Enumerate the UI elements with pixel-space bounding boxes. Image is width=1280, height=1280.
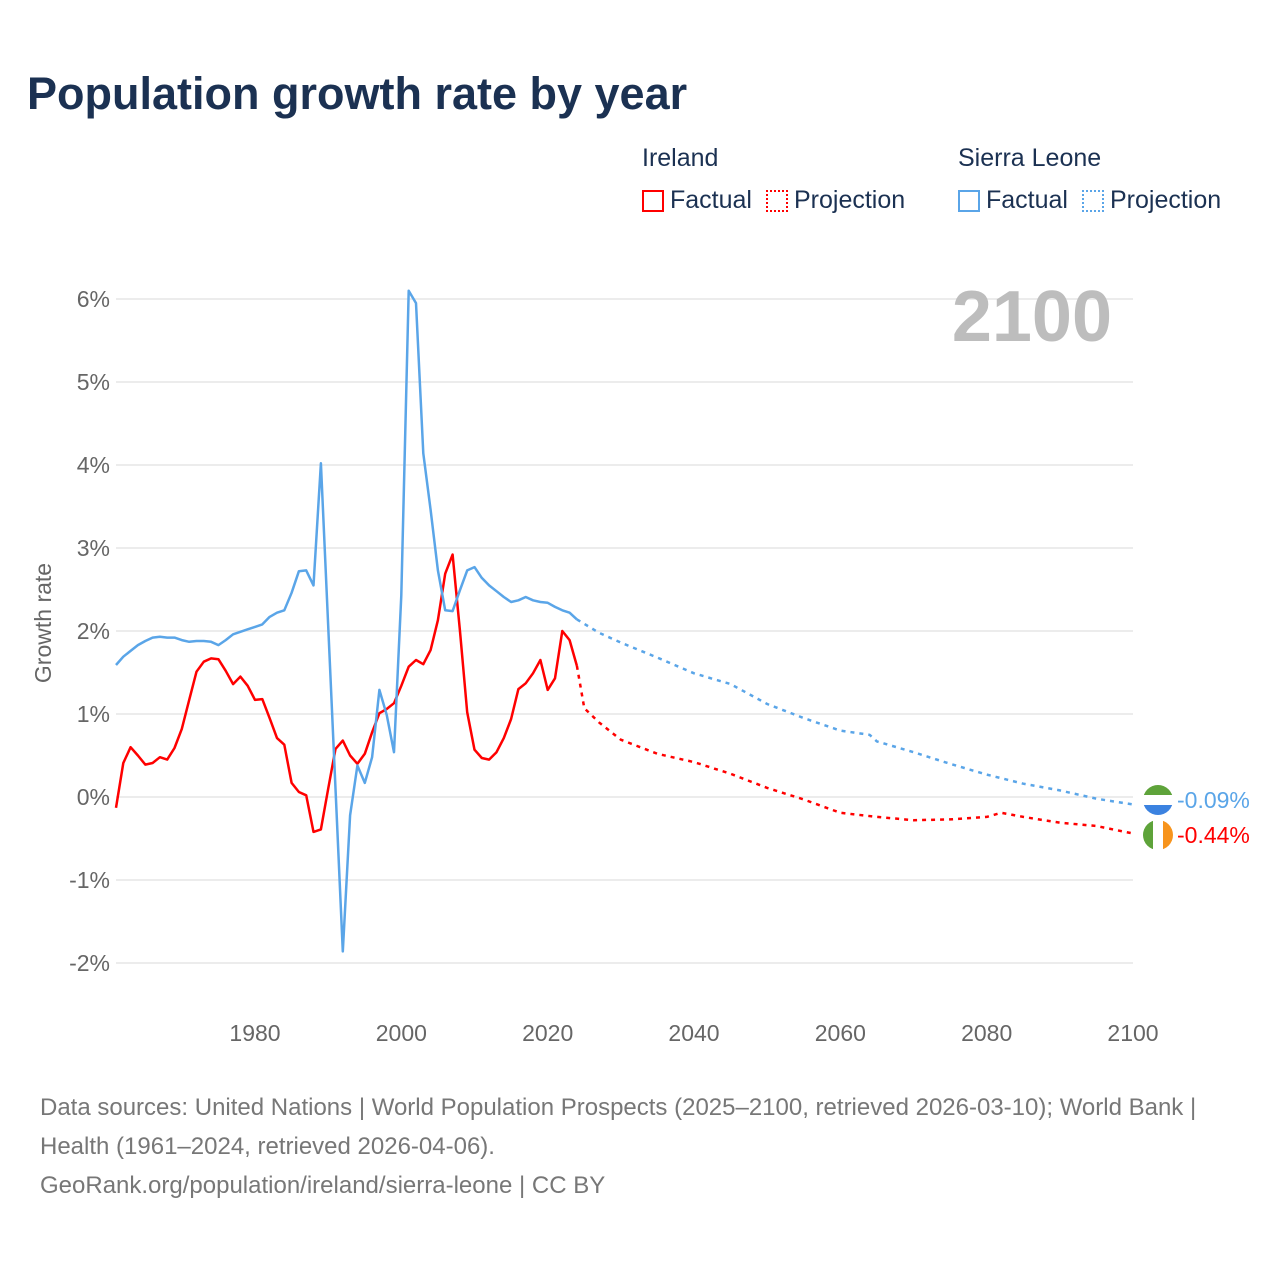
y-tick-label: 4% (77, 452, 110, 478)
y-tick-label: -2% (69, 950, 110, 976)
legend-item-sierra-leone-factual[interactable]: Factual (958, 186, 1068, 215)
source-line: Data sources: United Nations | World Pop… (40, 1094, 1197, 1160)
y-tick-label: -1% (69, 867, 110, 893)
legend-item-ireland-projection[interactable]: Projection (765, 186, 906, 215)
x-tick-label: 2060 (815, 1020, 866, 1046)
source-note: Data sources: United Nations | World Pop… (40, 1088, 1240, 1205)
solid-swatch-icon (958, 189, 980, 212)
dotted-swatch-icon (765, 189, 788, 212)
chart-title: Population growth rate by year (27, 68, 688, 119)
y-tick-label: 5% (77, 369, 110, 395)
year-watermark: 2100 (952, 277, 1112, 357)
ireland-factual-line (114, 553, 579, 834)
sierra-leone-projection-line (576, 618, 1134, 806)
solid-swatch-icon (642, 189, 664, 212)
y-tick-label: 1% (77, 701, 110, 727)
legend-label: Factual (670, 186, 752, 214)
ireland-flag-icon (1143, 820, 1173, 850)
y-tick-label: 0% (77, 784, 110, 810)
x-tick-label: 2020 (522, 1020, 573, 1046)
x-tick-label: 2040 (668, 1020, 719, 1046)
end-label-ireland: -0.44% (1177, 822, 1250, 848)
y-tick-label: 6% (77, 286, 110, 312)
legend-item-sierra-leone-projection[interactable]: Projection (1081, 186, 1222, 215)
legend-label: Projection (1109, 186, 1222, 214)
legend-label: Factual (986, 186, 1068, 214)
sierra-leone-factual-line (115, 289, 578, 953)
dotted-swatch-icon (1081, 189, 1104, 212)
y-axis-label: Growth rate (30, 563, 56, 683)
legend-item-ireland-factual[interactable]: Factual (642, 186, 752, 215)
x-tick-label: 2100 (1107, 1020, 1158, 1046)
sierra-leone-flag-icon (1143, 785, 1173, 815)
y-tick-label: 3% (77, 535, 110, 561)
attribution-line[interactable]: GeoRank.org/population/ireland/sierra-le… (40, 1172, 606, 1199)
ireland-projection-line (575, 665, 1134, 835)
x-tick-label: 2080 (961, 1020, 1012, 1046)
legend-group-ireland: Ireland (642, 144, 719, 172)
end-label-sierra-leone: -0.09% (1177, 787, 1250, 813)
legend-ireland: Factual Projection (642, 186, 905, 215)
legend-group-sierra-leone: Sierra Leone (958, 144, 1102, 172)
legend-label: Projection (793, 186, 906, 214)
y-tick-label: 2% (77, 618, 110, 644)
legend-sierra-leone: Factual Projection (958, 186, 1221, 215)
x-tick-label: 1980 (229, 1020, 280, 1046)
x-tick-label: 2000 (376, 1020, 427, 1046)
